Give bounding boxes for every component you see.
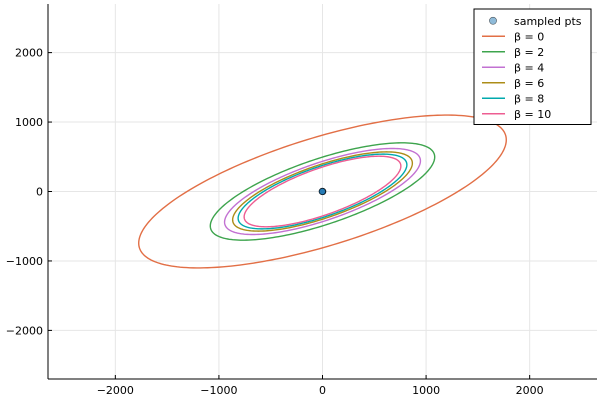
series-line	[138, 114, 507, 269]
y-tick-label: −1000	[6, 255, 43, 268]
series-line	[237, 153, 408, 230]
y-tick-label: 1000	[15, 116, 43, 129]
series-line	[209, 142, 436, 241]
x-tick-label: 1000	[412, 384, 440, 397]
legend-label: β = 2	[514, 46, 544, 59]
legend-label: β = 8	[514, 92, 544, 105]
series-line	[243, 155, 402, 228]
sampled-point	[318, 188, 326, 196]
x-tick-label: −2000	[97, 384, 134, 397]
x-tick-label: −1000	[200, 384, 237, 397]
legend-marker-sampled-pts	[489, 16, 497, 25]
legend-label: β = 10	[514, 108, 551, 121]
legend-label: β = 4	[514, 61, 544, 74]
series-line	[223, 147, 422, 236]
legend-label: sampled pts	[514, 15, 582, 28]
x-tick-label: 0	[319, 384, 326, 397]
legend-label: β = 0	[514, 30, 544, 43]
y-tick-label: 2000	[15, 47, 43, 60]
y-tick-label: −2000	[6, 324, 43, 337]
x-tick-label: 2000	[516, 384, 544, 397]
scatter-layer	[318, 187, 327, 196]
legend-label: β = 6	[514, 77, 544, 90]
legend: sampled pts β = 0 β = 2 β = 4 β = 6 β = 8 β = …	[473, 8, 592, 125]
series-line	[231, 151, 414, 232]
tick-labels: −2000 −1000 0 1000 2000 −2000 −1000 0 1000 2000	[6, 47, 544, 397]
y-tick-label: 0	[36, 186, 43, 199]
series-layer	[138, 114, 507, 269]
